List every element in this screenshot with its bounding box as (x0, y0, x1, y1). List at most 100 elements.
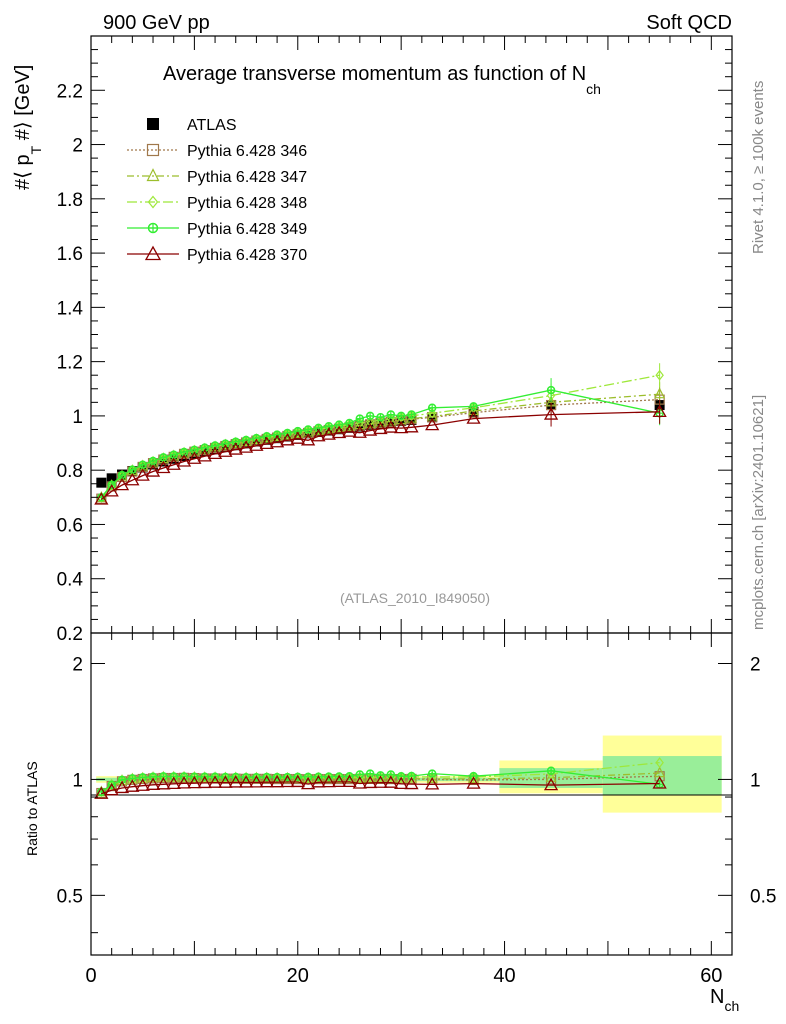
y-tick-label: 0.8 (57, 461, 83, 482)
y-tick-label: 1.8 (57, 190, 83, 211)
ratio-series-3-point (159, 771, 168, 783)
series-4-point-cross (170, 451, 178, 459)
series-4-point (148, 456, 158, 466)
series-5-point (145, 464, 161, 477)
ratio-series-5-point (311, 774, 326, 788)
y-tick-label: 1 (72, 407, 83, 428)
series-5 (94, 399, 667, 505)
series-5-point (228, 442, 243, 455)
y-axis-label-tail: #⟩ [GeV] (12, 65, 34, 146)
series-5-point (259, 436, 274, 450)
series-1 (96, 387, 665, 504)
ratio-series-5-point (207, 775, 223, 788)
ratio-series-5-point (394, 776, 409, 790)
ratio-series-3-point (179, 771, 189, 783)
series-5-point (290, 431, 305, 444)
series-5-point (207, 446, 223, 460)
legend-label-4: Pythia 6.428 349 (187, 221, 307, 238)
ratio-series-5-point (187, 775, 202, 789)
y-tick-label: 0.4 (57, 570, 84, 591)
ratio-frame (90, 632, 733, 956)
series-2-point (654, 387, 666, 399)
ratio-series-3-point (200, 771, 209, 783)
ratio-series-3-point (128, 773, 137, 785)
legend: ATLAS Pythia 6.428 346 Pythia 6.428 347 Pyt… (127, 117, 307, 264)
ratio-series-5-point (342, 774, 357, 788)
series-5-point (197, 449, 212, 462)
series-4 (97, 378, 664, 502)
series-4-point (469, 402, 478, 411)
ratio-y-tick-labels: 0.5 0.5 1 1 2 2 (57, 654, 777, 907)
ratio-series-5-point (280, 774, 295, 788)
legend-marker-3 (147, 195, 159, 209)
ratio-ticks (90, 633, 733, 955)
ratio-series-5-point (543, 777, 559, 791)
ratio-series-5-point (290, 774, 305, 788)
ratio-series-3-point (655, 757, 664, 769)
ratio-series-5-point (176, 776, 192, 789)
series-4-point-cross (428, 404, 436, 412)
legend-label-5: Pythia 6.428 370 (187, 247, 307, 264)
series-5-point (300, 433, 316, 446)
x-tick-label: 60 (700, 965, 722, 987)
series-5-point (373, 421, 388, 435)
legend-label-1: Pythia 6.428 346 (187, 143, 307, 160)
ratio-marks (94, 757, 667, 799)
series-3-point (365, 416, 375, 428)
series-4-point-cross (118, 471, 126, 479)
series-5-point (104, 484, 119, 497)
y-tick-label: 2 (72, 136, 83, 157)
series-5-point (125, 472, 140, 486)
ratio-y-tick-label-right: 2 (750, 654, 761, 675)
series-5-point (383, 420, 398, 433)
series-5-point (176, 454, 192, 467)
ratio-series-3-point (221, 772, 230, 784)
series-5-point (269, 434, 285, 448)
ratio-series-5-point (259, 774, 274, 788)
atlas-point (344, 422, 355, 433)
x-axis-label: Nch (710, 986, 739, 1014)
series-4-point (376, 413, 385, 422)
series-2 (95, 382, 666, 502)
series-4-point-cross (149, 457, 157, 465)
series-5-point (280, 433, 295, 446)
series-5-point (404, 419, 419, 433)
ratio-series-5-point (249, 775, 264, 788)
ratio-series-3-point (148, 771, 158, 783)
ratio-series-3-point (190, 771, 199, 783)
series-5-point (321, 427, 336, 440)
ratio-series-4-point (427, 769, 437, 778)
x-tick-label: 20 (287, 965, 309, 987)
series-4-point-cross (356, 415, 364, 423)
ratio-y-tick-label: 1 (72, 770, 83, 791)
series-3 (97, 363, 664, 503)
series-5-point (218, 444, 233, 457)
ratio-series-2-point (545, 770, 557, 782)
y-tick-label: 1.6 (57, 244, 83, 265)
ratio-y-axis-label: Ratio to ATLAS (24, 761, 40, 856)
ratio-series-3-point (138, 772, 147, 784)
series-4-point (128, 465, 137, 474)
y-axis-label: #⟨ pT #⟩ [GeV] (12, 65, 44, 190)
y-tick-label: 2.2 (57, 81, 83, 102)
series-4-point-cross (397, 412, 405, 420)
ratio-y-tick-label: 2 (72, 654, 83, 675)
series-4-point-cross (159, 453, 167, 461)
ratio-series-5-point (94, 786, 109, 799)
ratio-series-5-point (300, 776, 316, 790)
ratio-series-5-point (383, 775, 398, 788)
series-5-point (114, 477, 130, 491)
y-tick-label: 0.6 (57, 515, 83, 536)
series-4-point-cross (139, 461, 147, 469)
series-5-point (135, 468, 150, 481)
legend-marker-1 (146, 143, 160, 157)
ratio-band-inner (602, 756, 722, 796)
series-5-point (543, 407, 559, 420)
series-5-point (363, 423, 378, 436)
ratio-series-5-point (466, 776, 481, 789)
chart-title-subscript: ch (586, 81, 601, 97)
y-tick-label: 1.4 (57, 298, 84, 319)
ratio-series-5-point (135, 778, 150, 791)
ratio-series-5-point (197, 775, 212, 789)
